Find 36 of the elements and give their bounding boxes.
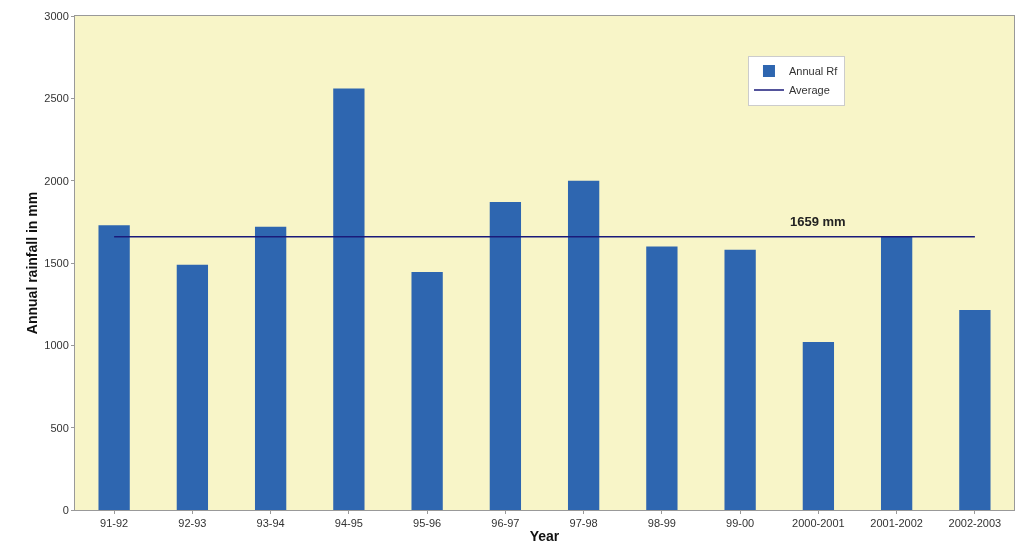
- bar: [176, 264, 209, 510]
- annotation: 1659 mm: [790, 214, 846, 229]
- bar: [333, 88, 365, 510]
- x-tick-label: 94-95: [334, 517, 363, 530]
- legend-label: Annual Rf: [788, 65, 839, 78]
- y-tick-label: 1500: [44, 256, 69, 269]
- bar: [98, 225, 130, 510]
- y-tick-label: 500: [50, 421, 69, 434]
- x-tick-label: 91-92: [100, 517, 129, 530]
- bar: [724, 249, 756, 510]
- y-tick-label: 3000: [44, 9, 69, 22]
- x-tick-label: 93-94: [256, 517, 285, 530]
- x-tick-label: 98-99: [647, 517, 676, 530]
- y-tick-label: 0: [62, 503, 69, 516]
- x-tick-label: 2002-2003: [948, 517, 1002, 530]
- x-tick-label: 2001-2002: [870, 517, 923, 530]
- legend-label: Average: [788, 84, 830, 97]
- y-tick-label: 1000: [44, 339, 69, 352]
- bar: [489, 202, 522, 510]
- bar: [802, 342, 835, 510]
- y-axis-title: Annual rainfall in mm: [24, 191, 40, 335]
- x-tick-label: 92-93: [178, 517, 207, 530]
- bar: [959, 309, 991, 510]
- x-tick-label: 96-97: [491, 517, 520, 530]
- bar: [880, 236, 913, 510]
- bar: [567, 180, 600, 510]
- y-tick-label: 2500: [44, 92, 69, 105]
- x-tick-label: 97-98: [569, 517, 598, 530]
- bar: [411, 272, 443, 510]
- bar: [646, 246, 678, 510]
- y-tick-label: 2000: [44, 174, 69, 187]
- x-axis-title: Year: [529, 527, 560, 544]
- x-tick-label: 99-00: [726, 517, 755, 530]
- x-tick-label: 95-96: [413, 517, 442, 530]
- x-tick-label: 2000-2001: [792, 517, 845, 530]
- bar: [254, 226, 287, 510]
